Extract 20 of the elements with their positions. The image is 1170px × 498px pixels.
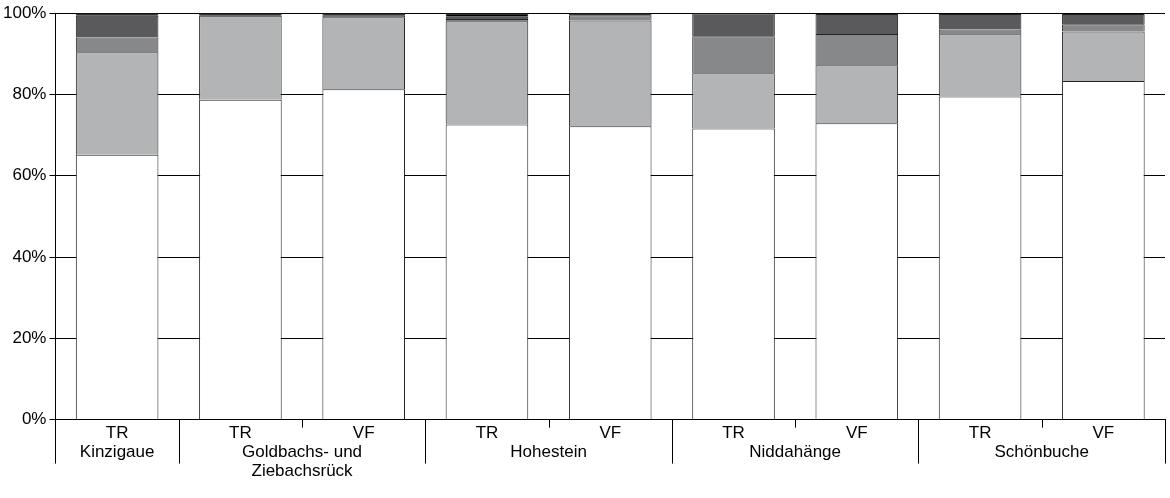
x-tick-label: TR <box>968 423 992 443</box>
x-tick-label: VF <box>845 423 868 443</box>
y-tick-label: 60% <box>12 165 47 185</box>
y-tick-label: 100% <box>3 2 47 22</box>
x-tick-label: VF <box>1092 423 1115 443</box>
x-tick-label: VF <box>352 423 375 443</box>
x-tick-label: TR <box>475 423 499 443</box>
y-tick-label: 0% <box>21 409 47 429</box>
text: Hohestein <box>510 441 587 461</box>
x-tick-label: TR <box>229 423 252 443</box>
text: Kinzigaue <box>79 441 155 461</box>
y-tick-label: 40% <box>12 246 47 266</box>
text: Goldbachs- und Ziebachsrück <box>242 441 363 480</box>
text: Niddahänge <box>749 441 842 461</box>
x-tick-label: TR <box>722 423 745 443</box>
text: Schönbuche <box>994 441 1089 461</box>
x-tick-label: VF <box>599 423 622 443</box>
x-tick-label: TR <box>105 423 129 443</box>
y-tick-label: 20% <box>12 328 47 348</box>
y-tick-label: 80% <box>12 84 47 104</box>
